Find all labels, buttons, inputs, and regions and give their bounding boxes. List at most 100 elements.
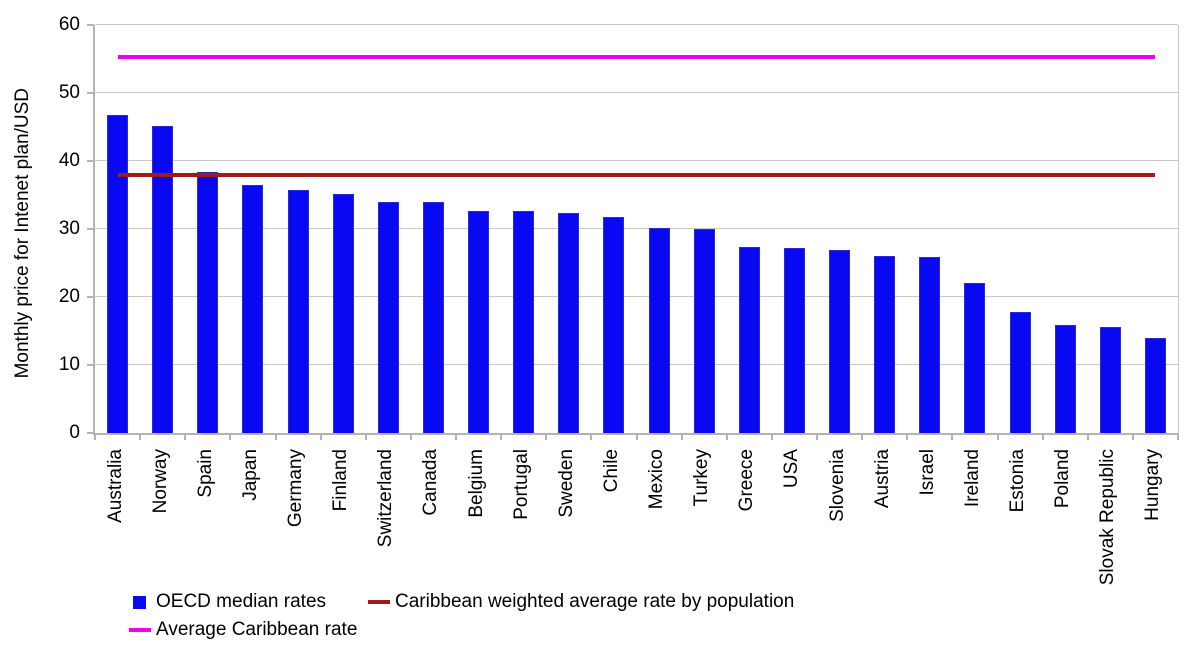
x-axis-label: Spain: [194, 449, 216, 498]
x-axis-label: Belgium: [465, 449, 487, 518]
bar-poland: [1054, 324, 1076, 433]
y-tick-label: 10: [58, 354, 80, 375]
gridline: [95, 228, 1178, 229]
y-tick-label: 0: [69, 422, 80, 443]
x-axis-tick: [816, 433, 818, 440]
x-axis-label: Slovenia: [826, 449, 848, 522]
x-axis-label: Mexico: [646, 449, 668, 510]
y-axis-tick: [87, 160, 94, 162]
y-tick-label: 50: [58, 82, 80, 103]
y-tick-label: 20: [58, 286, 80, 307]
x-axis-tick: [1177, 433, 1179, 440]
x-axis-label: Estonia: [1007, 449, 1029, 513]
bar-switzerland: [377, 202, 399, 433]
legend-label: Average Caribbean rate: [156, 619, 358, 640]
bar-mexico: [648, 227, 670, 433]
reference-line-caribbean-weighted-average-rat: [117, 172, 1156, 177]
bar-slovak-republic: [1099, 326, 1121, 433]
x-axis-tick: [184, 433, 187, 440]
x-axis-label: Australia: [104, 449, 126, 523]
x-axis-label: Norway: [149, 449, 171, 514]
gridline: [95, 24, 1178, 25]
legend-item: Average Caribbean rate: [129, 619, 357, 641]
x-axis-label: Canada: [420, 449, 442, 516]
bar-slovenia: [829, 250, 851, 433]
bar-sweden: [558, 213, 580, 433]
bar-chile: [603, 216, 625, 433]
x-axis-tick: [725, 433, 728, 440]
y-axis-tick: [87, 92, 94, 94]
x-axis-tick: [364, 433, 367, 440]
x-axis-tick: [94, 433, 96, 440]
y-tick-label: 30: [58, 218, 80, 239]
x-axis-label: Israel: [916, 449, 938, 496]
x-axis-label: Chile: [600, 449, 622, 493]
bar-canada: [422, 202, 444, 433]
legend-square-swatch: [133, 595, 146, 609]
gridline: [95, 296, 1178, 297]
x-axis-tick: [1041, 433, 1044, 440]
x-axis-tick: [409, 433, 412, 440]
legend: OECD median rates Caribbean weighted aver…: [129, 591, 1029, 641]
bar-greece: [738, 246, 760, 433]
legend-swatch-box: [129, 628, 153, 632]
legend-label: Caribbean weighted average rate by popul…: [395, 591, 795, 612]
y-axis-tick: [87, 432, 94, 434]
bar-finland: [332, 193, 354, 433]
x-axis-label: Greece: [736, 449, 758, 512]
y-axis-tick: [87, 228, 94, 230]
gridline: [95, 160, 1178, 161]
reference-line-average-caribbean-rate: [117, 54, 1156, 59]
legend-swatch-box: [368, 600, 392, 604]
x-axis-tick: [1131, 433, 1134, 440]
x-axis-tick: [319, 433, 322, 440]
legend-line-swatch: [129, 628, 151, 632]
x-axis-tick: [770, 433, 773, 440]
bar-germany: [287, 189, 309, 433]
x-axis-label: Turkey: [691, 449, 713, 507]
bar-austria: [874, 256, 896, 433]
x-axis-label: Finland: [330, 449, 352, 512]
x-axis-tick: [545, 433, 548, 440]
legend-item: Caribbean weighted average rate by popul…: [368, 591, 794, 613]
bar-norway: [152, 126, 174, 433]
x-axis-label: USA: [781, 449, 803, 489]
y-axis-tick: [87, 364, 94, 366]
x-axis-tick: [996, 433, 999, 440]
legend-swatch-box: [129, 595, 153, 609]
y-axis-tick: [87, 296, 94, 298]
x-axis-tick: [229, 433, 232, 440]
bar-estonia: [1009, 311, 1031, 433]
bar-turkey: [693, 229, 715, 433]
y-axis-tick: [87, 24, 94, 26]
legend-line-swatch: [368, 600, 391, 604]
bar-ireland: [964, 283, 986, 433]
x-axis-label: Germany: [285, 449, 307, 528]
bar-israel: [919, 256, 941, 433]
bar-portugal: [513, 211, 535, 433]
x-axis-tick: [635, 433, 638, 440]
x-axis-label: Austria: [871, 449, 893, 509]
bar-australia: [107, 115, 129, 433]
x-axis-tick: [680, 433, 683, 440]
legend-label: OECD median rates: [156, 591, 327, 612]
x-axis-label: Slovak Republic: [1097, 449, 1119, 586]
x-axis-tick: [139, 433, 142, 440]
x-axis-label: Ireland: [961, 449, 983, 508]
bar-belgium: [468, 210, 490, 433]
x-axis-label: Sweden: [555, 449, 577, 518]
x-axis-tick: [861, 433, 864, 440]
x-axis-tick: [951, 433, 954, 440]
x-axis-tick: [590, 433, 593, 440]
bar-spain: [197, 171, 219, 433]
x-axis-label: Switzerland: [375, 449, 397, 548]
x-axis-label: Portugal: [510, 449, 532, 520]
gridline: [95, 92, 1178, 93]
x-axis-tick: [274, 433, 277, 440]
x-axis-label: Poland: [1052, 449, 1074, 509]
x-axis-label: Japan: [239, 449, 261, 501]
plot-area: [87, 24, 1179, 440]
x-axis-tick: [1086, 433, 1089, 440]
x-axis-label: Hungary: [1142, 449, 1164, 521]
